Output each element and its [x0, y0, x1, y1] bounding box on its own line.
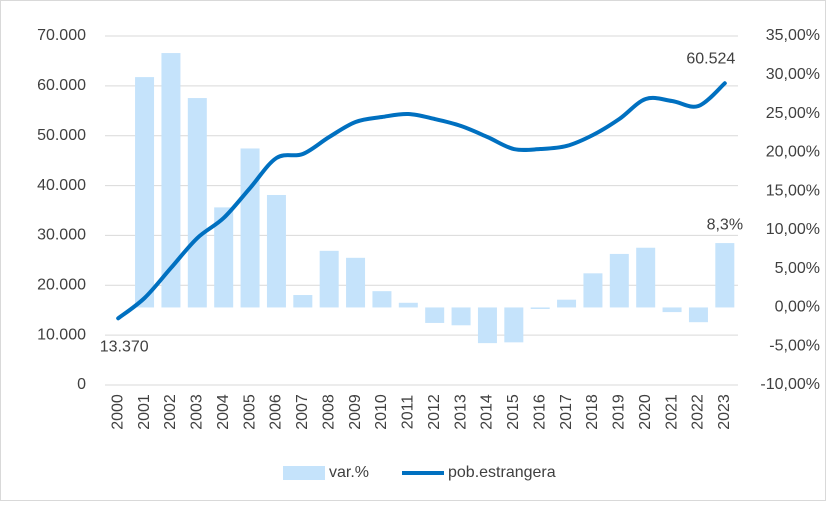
bar — [583, 273, 603, 308]
y2-tick-label: -5,00% — [769, 337, 820, 354]
x-tick-label: 2020 — [637, 394, 654, 430]
data-label: 8,3% — [707, 216, 743, 233]
x-tick-label: 2010 — [373, 394, 390, 430]
bar — [662, 307, 682, 313]
legend-label: pob.estrangera — [448, 464, 556, 481]
y2-tick-label: 0,00% — [775, 299, 820, 316]
x-tick-label: 2017 — [558, 394, 575, 430]
x-tick-label: 2002 — [162, 394, 179, 430]
bar — [451, 307, 471, 326]
y-tick-label: 40.000 — [37, 177, 86, 194]
bar — [609, 253, 629, 308]
y-tick-label: 50.000 — [37, 127, 86, 144]
x-tick-label: 2018 — [584, 394, 601, 430]
bar — [398, 302, 418, 308]
x-tick-label: 2014 — [479, 394, 496, 430]
y2-tick-label: 10,00% — [766, 221, 820, 238]
y2-tick-label: 5,00% — [775, 260, 820, 277]
bar — [319, 250, 339, 308]
x-tick-label: 2009 — [347, 394, 364, 430]
x-tick-label: 2013 — [452, 394, 469, 430]
y2-tick-label: 35,00% — [766, 27, 820, 44]
x-tick-label: 2007 — [294, 394, 311, 430]
bar — [477, 307, 497, 344]
bar — [425, 307, 445, 323]
bar — [530, 307, 550, 309]
x-tick-label: 2015 — [505, 394, 522, 430]
legend-label: var.% — [329, 464, 369, 481]
x-tick-label: 2011 — [400, 395, 417, 430]
bar — [372, 291, 392, 308]
y-tick-label: 10.000 — [37, 326, 86, 343]
x-tick-label: 2000 — [109, 394, 126, 430]
y-tick-label: 30.000 — [37, 227, 86, 244]
y2-tick-label: 30,00% — [766, 66, 820, 83]
bar — [504, 307, 524, 343]
bar — [715, 243, 735, 308]
bar — [161, 53, 181, 308]
y-tick-label: 60.000 — [37, 77, 86, 94]
y2-tick-label: 20,00% — [766, 144, 820, 161]
bar — [135, 77, 155, 308]
x-tick-label: 2019 — [611, 394, 628, 430]
data-label: 13.370 — [100, 339, 149, 356]
x-tick-label: 2003 — [189, 394, 206, 430]
x-tick-label: 2022 — [690, 394, 707, 430]
x-tick-label: 2016 — [531, 394, 548, 430]
bar — [293, 295, 313, 308]
x-tick-label: 2023 — [716, 394, 733, 430]
y2-tick-label: 25,00% — [766, 105, 820, 122]
data-label: 60.524 — [686, 50, 735, 67]
bar — [346, 257, 366, 308]
x-tick-label: 2008 — [320, 394, 337, 430]
y-tick-label: 20.000 — [37, 277, 86, 294]
bar — [214, 207, 234, 308]
line — [116, 81, 727, 321]
bar — [636, 247, 656, 308]
legend-swatch — [283, 466, 325, 480]
x-tick-label: 2004 — [215, 394, 232, 430]
y-tick-label: 0 — [77, 376, 86, 393]
bar — [266, 194, 286, 308]
bar — [688, 307, 708, 323]
x-tick-label: 2001 — [136, 394, 153, 430]
x-tick-label: 2021 — [663, 394, 680, 430]
y-tick-label: 70.000 — [37, 27, 86, 44]
y2-tick-label: 15,00% — [766, 182, 820, 199]
x-tick-label: 2006 — [268, 394, 285, 430]
x-tick-label: 2005 — [241, 394, 258, 430]
bar — [240, 148, 260, 308]
bar — [557, 299, 577, 308]
bar — [187, 98, 207, 308]
y2-tick-label: -10,00% — [760, 376, 820, 393]
x-tick-label: 2012 — [426, 394, 443, 430]
